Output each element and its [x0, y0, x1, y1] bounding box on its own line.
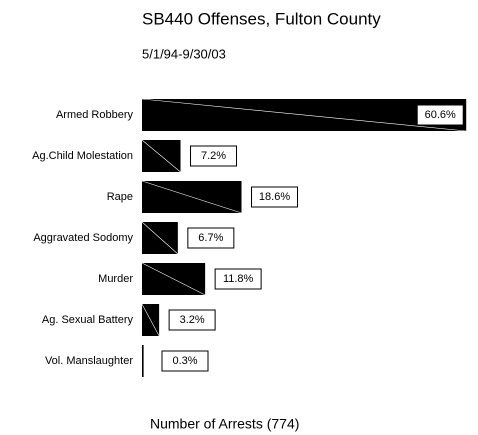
value-label: 7.2% — [201, 150, 226, 162]
category-label: Ag. Sexual Battery — [42, 314, 134, 326]
category-label: Vol. Manslaughter — [45, 355, 133, 367]
category-label: Armed Robbery — [56, 109, 134, 121]
value-label: 18.6% — [259, 191, 290, 203]
value-label: 60.6% — [425, 109, 456, 121]
chart-subtitle: 5/1/94-9/30/03 — [142, 46, 226, 61]
chart-title: SB440 Offenses, Fulton County — [142, 9, 381, 28]
bar-diagonal — [141, 139, 181, 173]
value-label-box — [190, 145, 238, 167]
category-label: Murder — [98, 273, 133, 285]
value-label-box — [161, 350, 209, 372]
value-label-box — [416, 104, 464, 126]
x-axis-label: Number of Arrests (774) — [150, 416, 299, 432]
value-label: 11.8% — [223, 273, 254, 285]
category-label: Aggravated Sodomy — [33, 232, 133, 244]
bar — [142, 345, 144, 377]
bar-diagonal — [141, 221, 179, 255]
bar-diagonal — [141, 262, 206, 296]
value-label-box — [187, 227, 235, 249]
category-label: Ag.Child Molestation — [32, 150, 133, 162]
bar-diagonal — [141, 98, 467, 132]
value-label: 3.2% — [180, 314, 205, 326]
value-label: 6.7% — [198, 232, 223, 244]
value-label-box — [214, 268, 262, 290]
category-label: Rape — [107, 191, 133, 203]
value-label: 0.3% — [172, 355, 197, 367]
bar-diagonal — [141, 180, 242, 214]
bar-diagonal — [141, 303, 160, 337]
value-label-box — [251, 186, 299, 208]
value-label-box — [168, 309, 216, 331]
